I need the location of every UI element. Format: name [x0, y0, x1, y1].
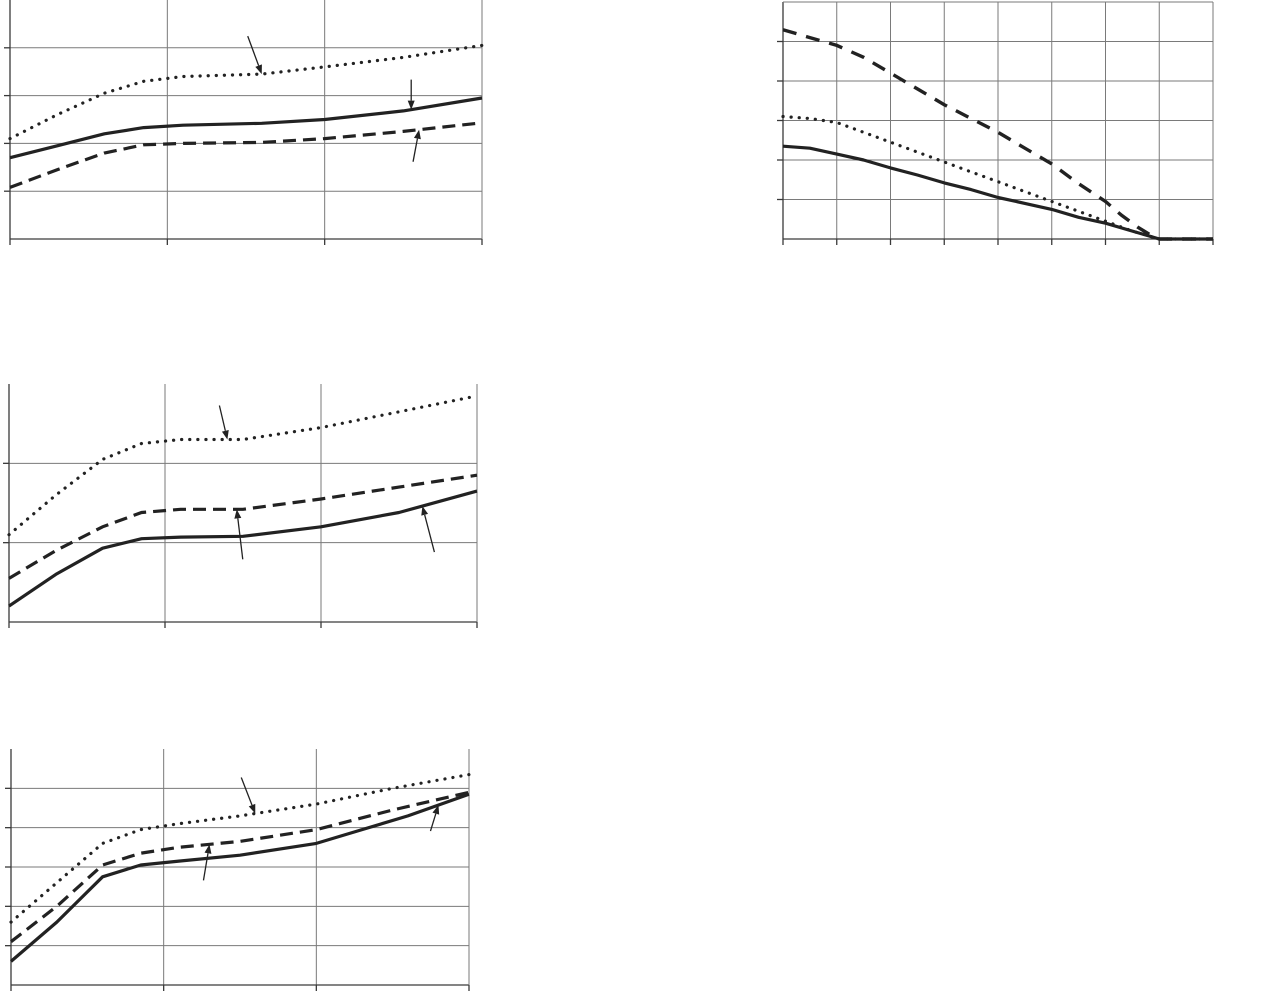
pointer-arrowhead-2 — [421, 506, 429, 516]
pointer-arrow-2 — [429, 813, 437, 832]
series-line-1 — [781, 114, 1215, 241]
pointer-arrowhead-0 — [248, 803, 256, 814]
pointer-arrow-0 — [218, 405, 226, 431]
pointer-arrowhead-2 — [413, 129, 421, 140]
pointer-arrowhead-1 — [204, 844, 212, 854]
chart-panel-middle-left — [3, 384, 479, 628]
pointer-arrowhead-1 — [407, 100, 415, 110]
pointer-arrow-0 — [240, 777, 253, 806]
pointer-arrowhead-0 — [221, 429, 229, 440]
pointer-arrowhead-2 — [432, 805, 440, 815]
pointer-arrow-1 — [202, 853, 209, 881]
chart-panel-top-left — [4, 0, 484, 245]
series-line-0 — [9, 773, 471, 924]
pointer-arrow-2 — [412, 138, 419, 162]
series-line-2 — [9, 792, 470, 963]
series-line-1 — [9, 96, 483, 160]
series-line-2 — [782, 144, 1213, 241]
chart-panel-bottom-left — [5, 749, 471, 991]
pointer-arrowhead-0 — [255, 64, 262, 75]
pointer-arrowhead-1 — [234, 509, 242, 519]
pointer-arrow-1 — [237, 518, 244, 560]
chart-panel-top-right — [777, 1, 1215, 245]
series-line-1 — [8, 473, 478, 580]
pointer-arrow-0 — [247, 35, 260, 66]
series-line-1 — [10, 790, 470, 943]
pointer-arrow-2 — [424, 514, 436, 553]
series-line-0 — [782, 28, 1213, 241]
series-line-0 — [8, 43, 484, 141]
series-line-2 — [9, 121, 483, 189]
series-line-2 — [8, 489, 478, 608]
series-line-0 — [7, 394, 479, 537]
